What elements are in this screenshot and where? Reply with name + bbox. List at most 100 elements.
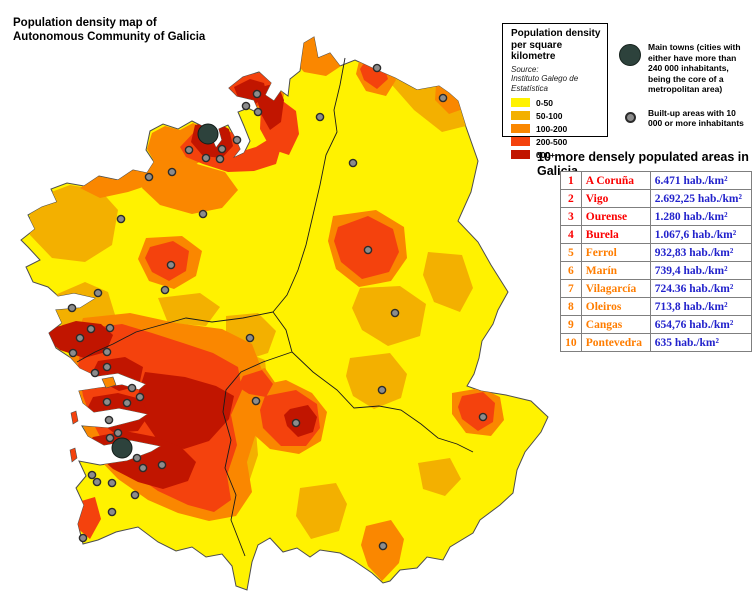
rank-cell: 6	[560, 261, 582, 280]
built-up-dot	[167, 167, 177, 177]
density-value-cell: 1.067,6 hab./km²	[649, 225, 752, 244]
density-value-cell: 6.471 hab./km²	[649, 171, 752, 190]
built-up-dot	[291, 418, 301, 428]
legend-class-label: 50-100	[536, 110, 563, 121]
built-up-dot	[184, 145, 194, 155]
rank-cell: 4	[560, 225, 582, 244]
density-legend: Population density per square kilometre …	[502, 23, 608, 160]
built-up-icon	[624, 111, 636, 123]
built-up-layer	[67, 63, 488, 551]
area-name-cell: Marín	[580, 261, 651, 280]
table-row: 3 Ourense 1.280 hab./km²	[560, 207, 752, 226]
legend-swatch	[511, 111, 530, 120]
area-name-cell: Oleiros	[580, 297, 651, 316]
legend-source-label: Source:	[511, 64, 539, 74]
legend-swatch	[511, 98, 530, 107]
density-value-cell: 724.36 hab./km²	[649, 279, 752, 298]
table-row: 6 Marín 739,4 hab./km²	[560, 261, 752, 280]
built-up-dot	[201, 153, 211, 163]
built-up-dot	[315, 112, 325, 122]
built-up-dot	[253, 107, 263, 117]
area-name-cell: Ferrol	[580, 243, 651, 262]
built-up-dot	[93, 288, 103, 298]
built-up-dot	[241, 101, 251, 111]
built-up-dot	[127, 383, 137, 393]
built-up-label: Built-up areas with 10 000 or more inhab…	[648, 107, 744, 129]
rank-cell: 3	[560, 207, 582, 226]
main-towns-legend-row: Main towns (cities with either have more…	[612, 42, 750, 95]
area-name-cell: Pontevedra	[580, 333, 651, 352]
rank-cell: 1	[560, 171, 582, 190]
built-up-dot	[68, 348, 78, 358]
built-up-dot	[132, 453, 142, 463]
main-towns-label: Main towns (cities with either have more…	[648, 42, 741, 94]
built-up-dot	[86, 324, 96, 334]
legend-class-label: 0-50	[536, 97, 554, 108]
main-town-marker	[111, 437, 133, 459]
built-up-dot	[67, 303, 77, 313]
built-up-dot	[122, 398, 132, 408]
table-title: 10 more densely populated areas in Galic…	[537, 150, 749, 178]
built-up-dot	[104, 415, 114, 425]
rank-cell: 10	[560, 333, 582, 352]
built-up-dot	[116, 214, 126, 224]
built-up-dot	[348, 158, 358, 168]
built-up-dot	[138, 463, 148, 473]
table-row: 8 Oleiros 713,8 hab./km²	[560, 297, 752, 316]
table-row: 7 Vilagarcía 724.36 hab./km²	[560, 279, 752, 298]
density-value-cell: 2.692,25 hab./km²	[649, 189, 752, 208]
built-up-dot	[232, 135, 242, 145]
density-value-cell: 1.280 hab./km²	[649, 207, 752, 226]
built-up-dot	[107, 478, 117, 488]
built-up-dot	[215, 154, 225, 164]
density-value-cell: 654,76 hab./km²	[649, 315, 752, 334]
built-up-dot	[105, 323, 115, 333]
legend-class-label: 200-500	[536, 136, 568, 147]
built-up-dot	[251, 396, 261, 406]
density-value-cell: 635 hab./km²	[649, 333, 752, 352]
built-up-dot	[130, 490, 140, 500]
area-name-cell: Burela	[580, 225, 651, 244]
legend-class-item: 200-500	[511, 135, 604, 148]
islands	[69, 376, 117, 463]
legend-swatch	[511, 150, 530, 159]
legend-source-name: Instituto Galego de Estatística	[511, 74, 579, 93]
page-title-line1: Population density map of	[13, 17, 157, 29]
built-up-dot	[135, 392, 145, 402]
built-up-dot	[90, 368, 100, 378]
rank-cell: 7	[560, 279, 582, 298]
legend-class-item: 600+	[511, 148, 604, 161]
rank-cell: 8	[560, 297, 582, 316]
area-name-cell: Vilagarcía	[580, 279, 651, 298]
built-up-dot	[377, 385, 387, 395]
built-up-dot	[107, 507, 117, 517]
built-up-dot	[478, 412, 488, 422]
built-up-dot	[75, 333, 85, 343]
legend-class-label: 100-200	[536, 123, 568, 134]
built-up-dot	[157, 460, 167, 470]
table-row: 10 Pontevedra 635 hab./km²	[560, 333, 752, 352]
main-town-icon	[619, 44, 641, 66]
legend-class-item: 50-100	[511, 109, 604, 122]
built-up-dot	[217, 144, 227, 154]
built-up-dot	[363, 245, 373, 255]
density-value-cell: 932,83 hab./km²	[649, 243, 752, 262]
built-up-dot	[245, 333, 255, 343]
legend-items: 0-50 50-100 100-200 200-500 600+	[511, 96, 604, 161]
rank-cell: 9	[560, 315, 582, 334]
table-row: 9 Cangas 654,76 hab./km²	[560, 315, 752, 334]
main-town-marker	[197, 123, 219, 145]
built-up-dot	[92, 477, 102, 487]
table-row: 4 Burela 1.067,6 hab./km²	[560, 225, 752, 244]
legend-title-line1: Population density	[511, 28, 601, 39]
built-up-dot	[102, 362, 112, 372]
built-up-dot	[372, 63, 382, 73]
rank-cell: 5	[560, 243, 582, 262]
density-value-cell: 739,4 hab./km²	[649, 261, 752, 280]
table-row: 5 Ferrol 932,83 hab./km²	[560, 243, 752, 262]
area-name-cell: Vigo	[580, 189, 651, 208]
